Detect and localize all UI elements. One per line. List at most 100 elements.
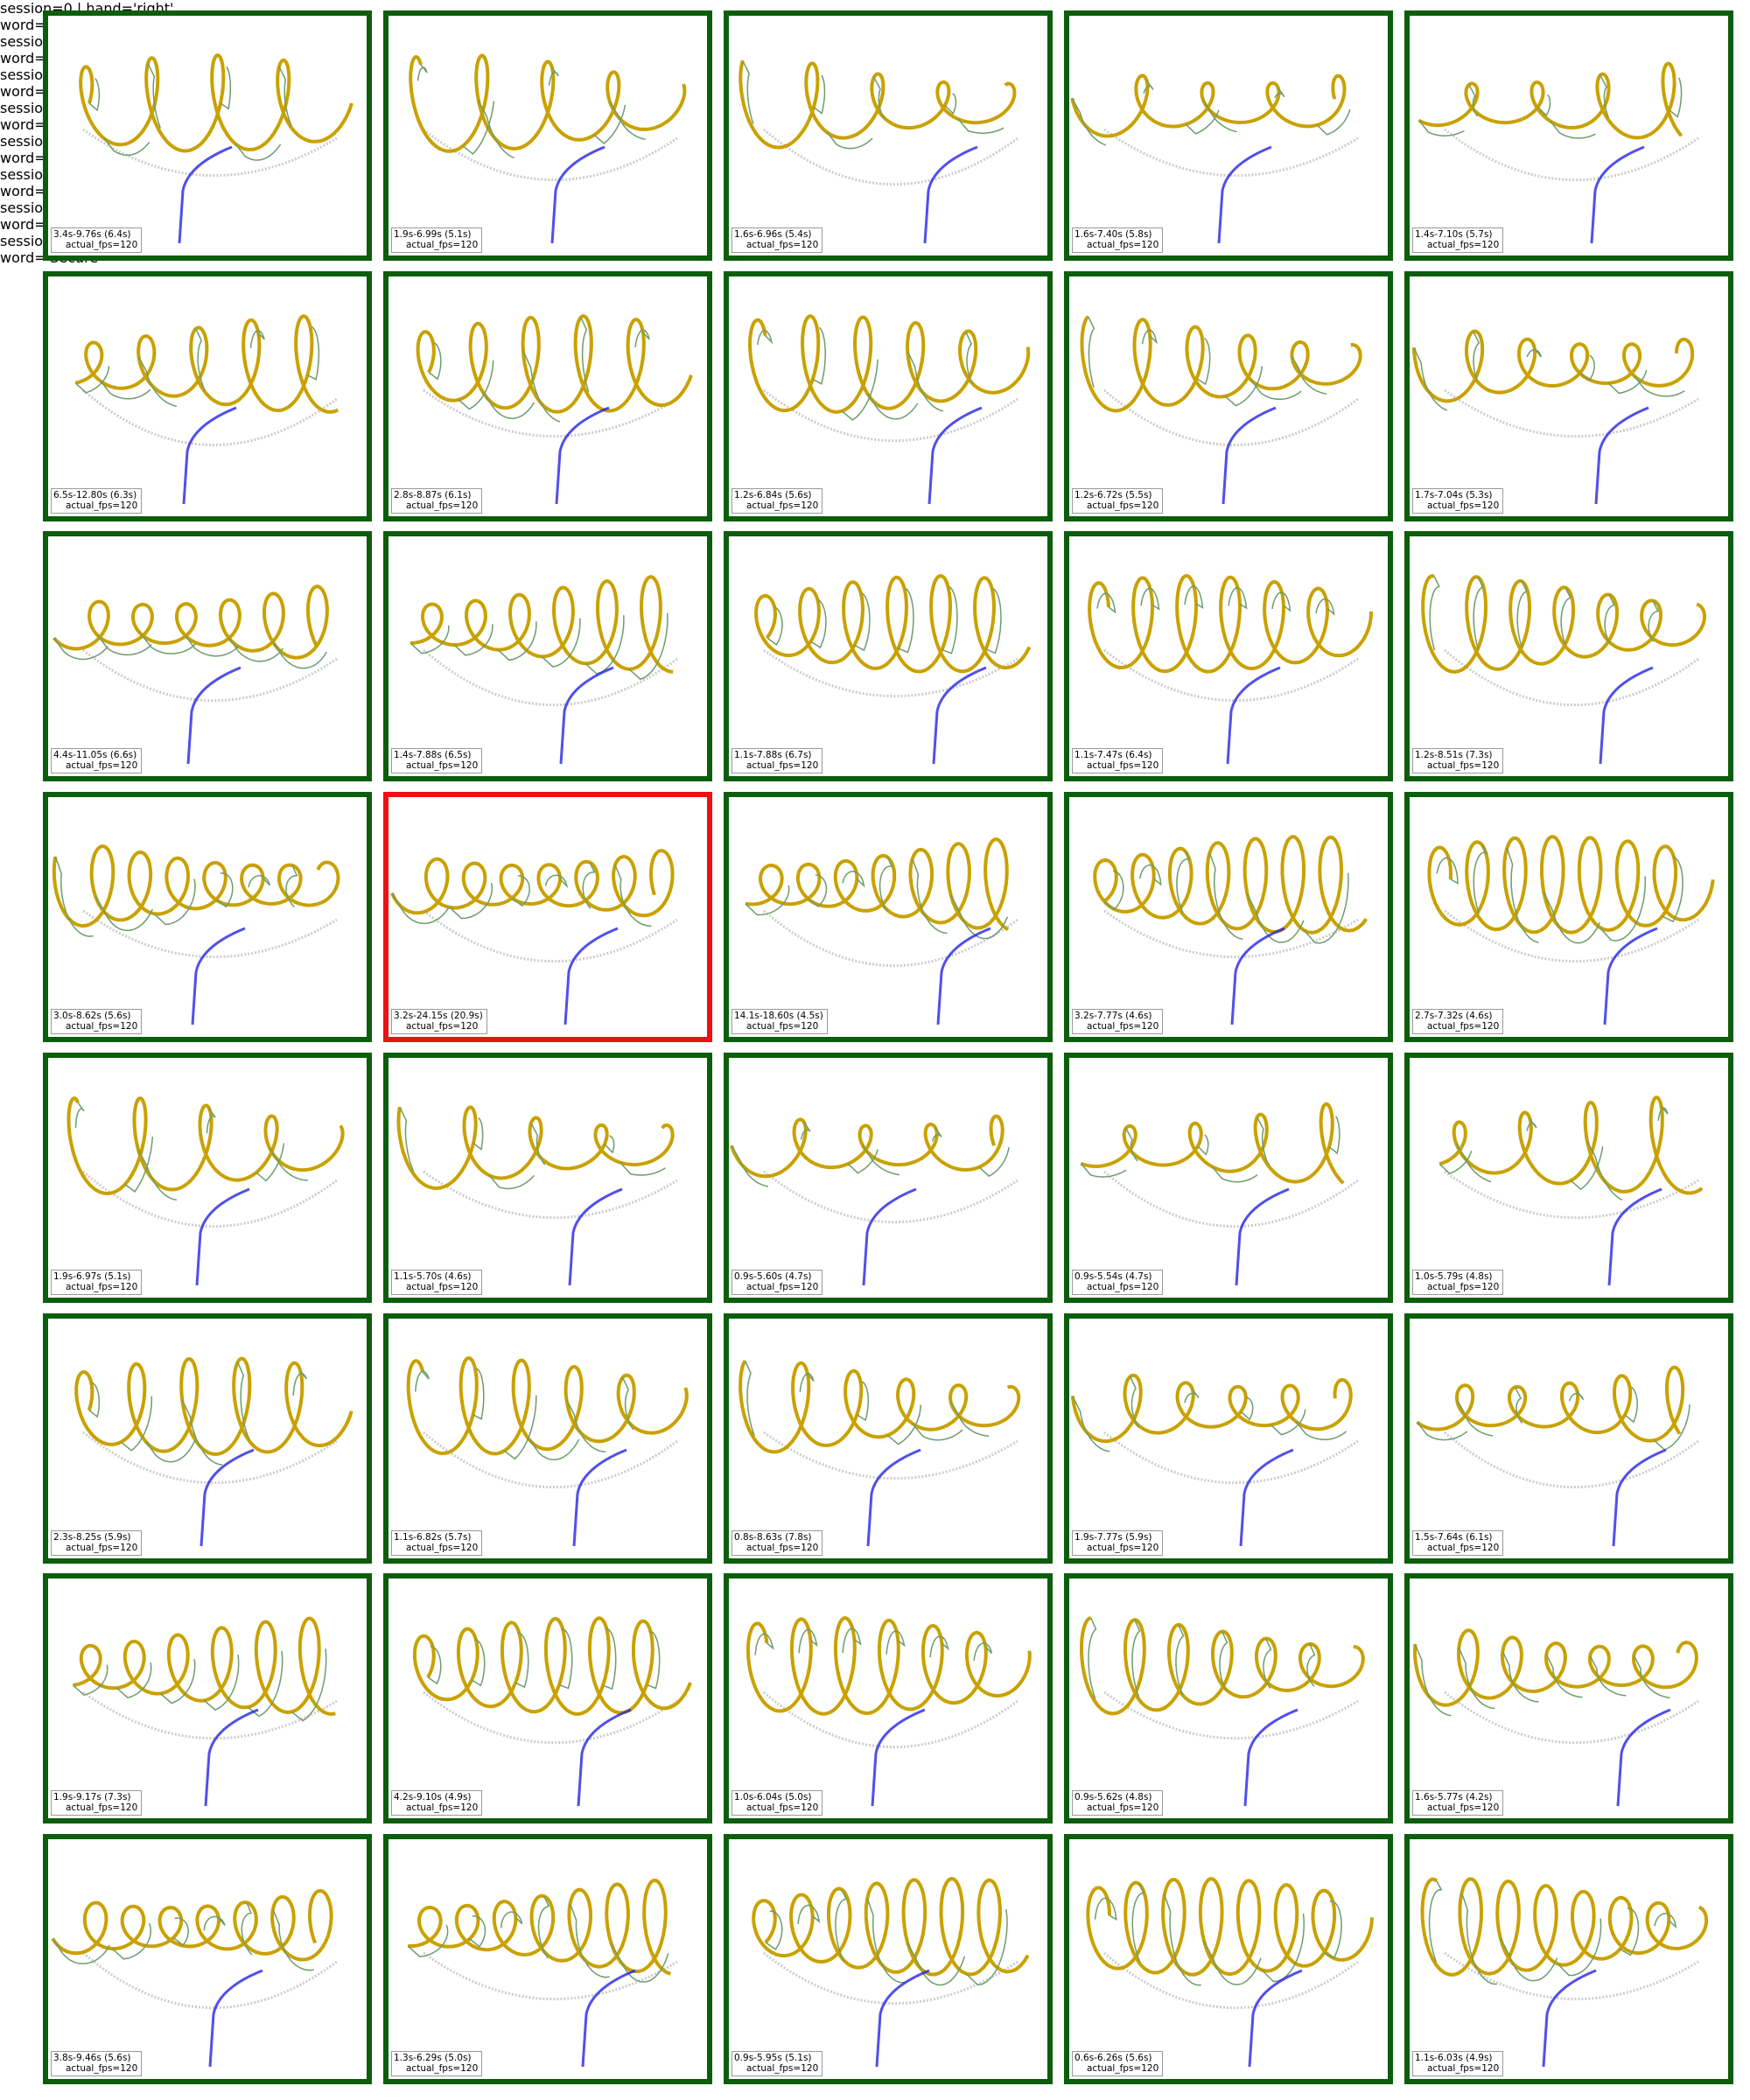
- trajectory: [1080, 276, 1362, 504]
- time-info: 1.0s-6.04s (5.0s) actual_fps=120: [732, 1790, 823, 1816]
- time-range: 1.2s-6.72s (5.5s): [1074, 489, 1152, 500]
- time-info: 3.2s-7.77s (4.6s) actual_fps=120: [1072, 1009, 1164, 1035]
- time-range: 1.4s-7.88s (6.5s): [394, 750, 472, 761]
- time-info: 2.3s-8.25s (5.9s) actual_fps=120: [51, 1530, 143, 1556]
- pen-transition: [1088, 316, 1351, 405]
- time-range: 1.6s-6.96s (5.4s): [734, 229, 812, 240]
- gray-connector: [1444, 128, 1699, 182]
- plot-panel: 1.1s-7.47s (6.4s) actual_fps=120: [1064, 531, 1393, 782]
- time-info: 4.4s-11.05s (6.6s) actual_fps=120: [51, 748, 143, 774]
- trajectory: [52, 584, 338, 765]
- gray-connector: [1103, 909, 1359, 959]
- trajectory: [1086, 1876, 1388, 2067]
- time-range: 1.6s-7.40s (5.8s): [1074, 229, 1152, 240]
- fps-label: actual_fps=120: [1087, 1281, 1159, 1292]
- hand-tail: [195, 1187, 250, 1285]
- trajectory: [746, 1616, 1047, 1807]
- plot-panel: 3.4s-9.76s (6.4s) actual_fps=120: [43, 10, 372, 261]
- time-info: 1.2s-8.51s (7.3s) actual_fps=120: [1412, 748, 1504, 774]
- pen-stroke: [73, 1616, 336, 1717]
- gray-connector: [1103, 1690, 1359, 1740]
- plot-panel: 4.4s-11.05s (6.6s) actual_fps=120: [43, 531, 372, 782]
- hand-tail: [200, 1448, 255, 1546]
- time-range: 1.2s-6.84s (5.6s): [734, 489, 812, 500]
- time-info: 2.7s-7.32s (4.6s) actual_fps=120: [1412, 1009, 1504, 1035]
- hand-tail: [928, 406, 983, 504]
- fps-label: actual_fps=120: [66, 1802, 138, 1814]
- hand-tail: [191, 927, 246, 1026]
- time-info: 1.6s-7.40s (5.8s) actual_fps=120: [1072, 228, 1164, 253]
- hand-tail: [1239, 1448, 1294, 1546]
- gray-connector: [763, 1691, 1018, 1749]
- pen-stroke: [1438, 1095, 1704, 1195]
- gray-connector: [1103, 1951, 1359, 2009]
- fps-label: actual_fps=120: [406, 2062, 479, 2074]
- pen-stroke: [730, 1114, 1004, 1179]
- time-range: 2.3s-8.25s (5.9s): [53, 1531, 131, 1543]
- hand-tail: [1599, 666, 1654, 765]
- fps-label: actual_fps=120: [66, 760, 138, 772]
- plot-panel: 1.9s-7.77s (5.9s) actual_fps=120: [1064, 1312, 1393, 1564]
- time-info: 3.0s-8.62s (5.6s) actual_fps=120: [51, 1009, 143, 1035]
- fps-label: actual_fps=120: [1087, 2062, 1159, 2074]
- trajectory: [388, 1878, 678, 2067]
- time-range: 3.4s-9.76s (6.4s): [53, 229, 131, 240]
- trajectory: [412, 1616, 707, 1807]
- trajectory: [396, 1105, 678, 1285]
- time-info: 1.2s-6.72s (5.5s) actual_fps=120: [1072, 487, 1164, 514]
- time-info: 0.9s-5.60s (4.7s) actual_fps=120: [732, 1269, 823, 1295]
- time-range: 0.9s-5.95s (5.1s): [734, 2052, 812, 2063]
- hand-tail: [1594, 406, 1649, 504]
- pen-transition: [399, 1106, 666, 1190]
- hand-tail: [1243, 1708, 1298, 1807]
- gray-connector: [1444, 388, 1699, 438]
- trajectory: [1069, 1102, 1359, 1285]
- plot-panel: 1.6s-6.96s (5.4s) actual_fps=120: [724, 10, 1053, 261]
- pen-transition: [1413, 331, 1685, 411]
- hand-tail: [182, 406, 237, 504]
- pen-transition: [89, 64, 352, 160]
- gray-connector: [763, 649, 1018, 698]
- plot-panel: 0.9s-5.95s (5.1s) actual_fps=120: [724, 1833, 1053, 2084]
- time-info: 14.1s-18.60s (4.5s) actual_fps=120: [732, 1009, 828, 1035]
- trajectory: [1410, 1095, 1728, 1285]
- fps-label: actual_fps=120: [1087, 240, 1159, 250]
- time-range: 0.9s-5.54s (4.7s): [1074, 1270, 1152, 1282]
- hand-tail: [559, 666, 614, 765]
- plot-panel: 14.1s-18.60s (4.5s) actual_fps=120: [724, 792, 1053, 1043]
- trajectory: [1412, 329, 1699, 504]
- pen-stroke: [1088, 574, 1373, 674]
- trajectory: [752, 1876, 1047, 2067]
- time-range: 3.2s-7.77s (4.6s): [1074, 1011, 1152, 1022]
- plot-panel: 2.8s-8.87s (6.1s) actual_fps=120: [383, 270, 712, 522]
- fps-label: actual_fps=120: [406, 760, 479, 772]
- fps-label: actual_fps=120: [66, 2062, 138, 2074]
- pen-stroke: [1080, 1102, 1345, 1185]
- gray-connector: [82, 1951, 338, 2009]
- gray-connector: [82, 1431, 338, 1484]
- plot-panel: 1.7s-7.04s (5.3s) actual_fps=120: [1404, 270, 1733, 522]
- time-range: 4.2s-9.10s (4.9s): [394, 1792, 472, 1803]
- time-info: 1.6s-5.77s (4.2s) actual_fps=120: [1412, 1790, 1504, 1816]
- time-range: 1.9s-6.99s (5.1s): [394, 229, 472, 240]
- hand-tail: [1226, 666, 1281, 765]
- fps-label: actual_fps=120: [746, 240, 819, 250]
- trajectory: [79, 53, 367, 244]
- time-info: 6.5s-12.80s (6.3s) actual_fps=120: [51, 487, 143, 514]
- fps-label: actual_fps=120: [1087, 760, 1159, 772]
- plot-panel: 1.2s-6.72s (5.5s) actual_fps=120: [1064, 270, 1393, 522]
- trajectory: [1410, 1628, 1699, 1807]
- hand-tail: [923, 145, 978, 244]
- hand-tail: [871, 1708, 926, 1807]
- pen-stroke: [412, 1616, 692, 1717]
- plot-panel: 1.1s-5.70s (4.6s) actual_fps=120: [383, 1052, 712, 1303]
- plot-panel: 1.5s-7.64s (6.1s) actual_fps=120: [1404, 1312, 1733, 1564]
- pen-stroke: [416, 313, 693, 414]
- pen-transition: [418, 65, 683, 158]
- pen-stroke: [74, 1356, 354, 1456]
- hand-tail: [932, 666, 987, 765]
- trajectory: [416, 313, 707, 504]
- time-range: 1.9s-7.77s (5.9s): [1074, 1531, 1152, 1543]
- time-info: 1.3s-6.29s (5.0s) actual_fps=120: [391, 2050, 483, 2076]
- trajectory: [1416, 1365, 1699, 1546]
